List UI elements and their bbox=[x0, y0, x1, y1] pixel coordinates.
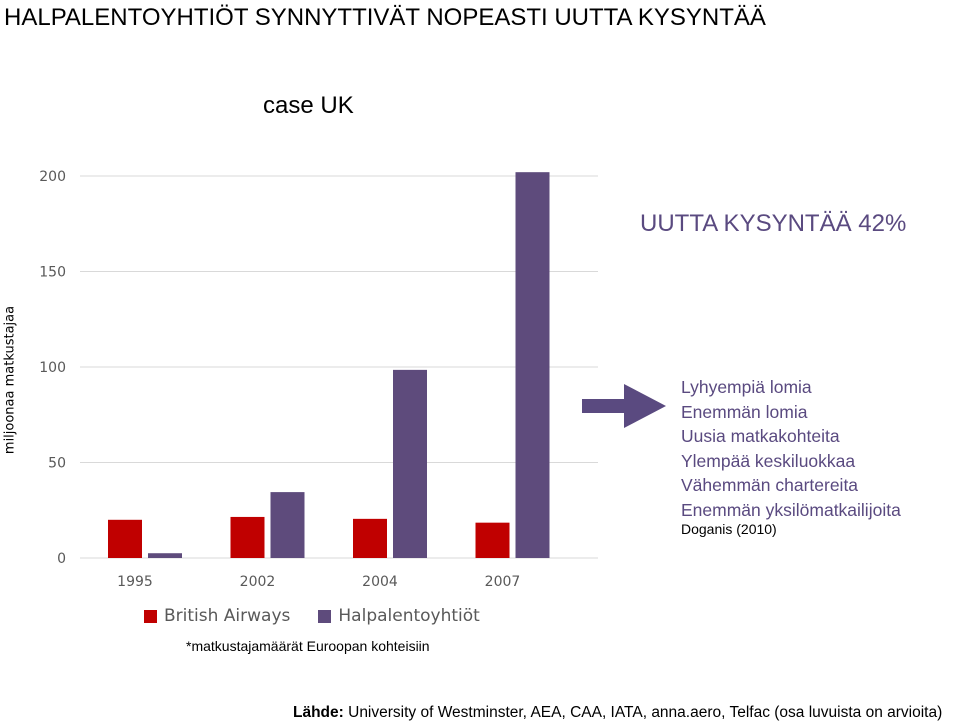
y-tick-label: 200 bbox=[39, 169, 66, 185]
right-arrow-shape bbox=[582, 384, 666, 428]
source-label: Lähde: bbox=[293, 704, 344, 721]
y-tick-label: 100 bbox=[39, 360, 66, 376]
effect-item: Lyhyempiä lomia bbox=[681, 377, 812, 397]
bar-british-airways bbox=[108, 519, 142, 558]
chart-subtitle: case UK bbox=[263, 92, 354, 119]
effect-item: Enemmän yksilömatkailijoita bbox=[681, 499, 901, 520]
bar-british-airways bbox=[353, 518, 387, 558]
footnote: *matkustajamäärät Euroopan kohteisiin bbox=[186, 638, 430, 654]
bar-low-cost bbox=[270, 492, 305, 558]
slide-title: HALPALENTOYHTIÖT SYNNYTTIVÄT NOPEASTI UU… bbox=[4, 4, 766, 31]
legend-item-low-cost: Halpalentoyhtiöt bbox=[318, 606, 480, 626]
legend-swatch-low-cost bbox=[318, 609, 332, 623]
legend-swatch-british-airways bbox=[144, 609, 157, 623]
bar-british-airways bbox=[475, 522, 510, 558]
bar-low-cost bbox=[393, 369, 427, 558]
legend-item-british-airways: British Airways bbox=[144, 606, 290, 626]
effect-item: Uusia matkakohteita bbox=[681, 426, 840, 447]
legend-label-low-cost: Halpalentoyhtiöt bbox=[338, 606, 480, 626]
effect-item: Ylempää keskiluokkaa bbox=[681, 450, 856, 471]
y-tick-label: 0 bbox=[57, 551, 66, 567]
source-text: University of Westminster, AEA, CAA, IAT… bbox=[343, 704, 943, 721]
bar-low-cost bbox=[148, 553, 182, 558]
effect-item: Enemmän lomia bbox=[681, 401, 808, 422]
effects-source: Doganis (2010) bbox=[681, 521, 777, 537]
chart-legend: British Airways Halpalentoyhtiöt bbox=[144, 606, 508, 626]
right-arrow-icon bbox=[582, 384, 666, 428]
y-tick-label: 150 bbox=[39, 265, 66, 281]
y-tick-label: 50 bbox=[48, 456, 66, 472]
source-line: Lähde: University of Westminster, AEA, C… bbox=[293, 704, 942, 722]
effect-item: Vähemmän chartereita bbox=[681, 475, 859, 496]
legend-label-british-airways: British Airways bbox=[164, 606, 291, 626]
x-tick-label: 2004 bbox=[362, 574, 398, 590]
bar-british-airways bbox=[230, 516, 265, 558]
x-tick-label: 2002 bbox=[240, 574, 276, 590]
growth-callout: UUTTA KYSYNTÄÄ 42% bbox=[640, 210, 907, 237]
x-tick-label: 2007 bbox=[485, 574, 521, 590]
bar-low-cost bbox=[515, 172, 550, 558]
effects-list: Lyhyempiä lomia Enemmän lomia Uusia matk… bbox=[681, 375, 901, 523]
x-tick-label: 1995 bbox=[117, 574, 153, 590]
